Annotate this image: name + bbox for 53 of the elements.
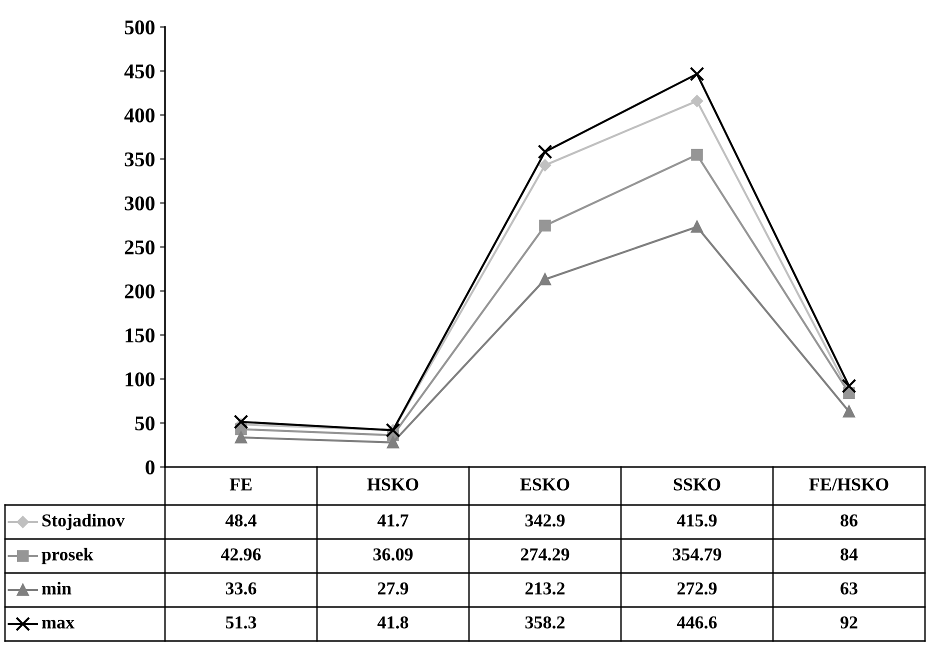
y-tick-label: 450 bbox=[124, 64, 154, 78]
y-tick-label: 400 bbox=[124, 108, 154, 122]
x-tick-label: FE/HSKO bbox=[809, 478, 888, 491]
point bbox=[842, 378, 856, 394]
data-label: 213.2 bbox=[525, 582, 565, 595]
data-label: 41.8 bbox=[377, 616, 408, 629]
point bbox=[539, 220, 551, 232]
data-label: 446.6 bbox=[676, 616, 717, 629]
y-tick-label: 0 bbox=[146, 460, 154, 474]
point bbox=[539, 159, 551, 172]
x-tick-label: HSKO bbox=[367, 478, 418, 491]
x-tick-label: FE bbox=[230, 478, 252, 490]
data-label: 358.2 bbox=[525, 616, 565, 629]
data-label: 41.7 bbox=[377, 514, 408, 527]
data-label: 84 bbox=[840, 548, 858, 561]
data-label: 63 bbox=[840, 582, 858, 595]
data-label: 415.9 bbox=[676, 514, 717, 527]
x-tick-label: ESKO bbox=[520, 478, 570, 491]
data-label: 272.9 bbox=[677, 582, 717, 595]
point bbox=[387, 436, 399, 448]
point bbox=[843, 406, 855, 418]
y-tick-label: 350 bbox=[124, 152, 154, 166]
data-label: 33.6 bbox=[226, 582, 256, 595]
data-label: 92 bbox=[840, 616, 858, 629]
legend-label: max bbox=[42, 620, 74, 629]
point bbox=[691, 220, 703, 233]
data-label: 27.9 bbox=[378, 582, 408, 595]
point bbox=[691, 148, 703, 161]
data-label: 274.29 bbox=[520, 548, 570, 561]
point bbox=[690, 66, 704, 82]
y-tick-label: 100 bbox=[126, 372, 154, 386]
point bbox=[539, 273, 551, 286]
y-tick-label: 300 bbox=[124, 196, 154, 210]
point bbox=[235, 432, 247, 444]
data-label: 342.9 bbox=[525, 514, 565, 527]
legend-label: min bbox=[42, 582, 72, 594]
point bbox=[234, 414, 248, 430]
x-tick-label: SSKO bbox=[674, 478, 720, 491]
data-label: 354.79 bbox=[672, 548, 722, 561]
y-tick-label: 200 bbox=[124, 284, 154, 298]
y-tick-label: 500 bbox=[124, 20, 154, 34]
legend-label: Stojadinov bbox=[42, 514, 125, 530]
data-label: 42.96 bbox=[220, 548, 261, 561]
data-label: 48.4 bbox=[225, 514, 256, 527]
data-label: 51.3 bbox=[226, 616, 256, 629]
data-label: 36.09 bbox=[373, 548, 413, 561]
y-tick-label: 250 bbox=[124, 240, 154, 254]
y-tick-label: 50 bbox=[135, 416, 154, 430]
legend-label: prosek bbox=[42, 548, 94, 564]
point bbox=[691, 95, 703, 107]
y-tick-label: 150 bbox=[126, 328, 154, 342]
point bbox=[538, 144, 552, 160]
data-label: 86 bbox=[840, 514, 858, 527]
